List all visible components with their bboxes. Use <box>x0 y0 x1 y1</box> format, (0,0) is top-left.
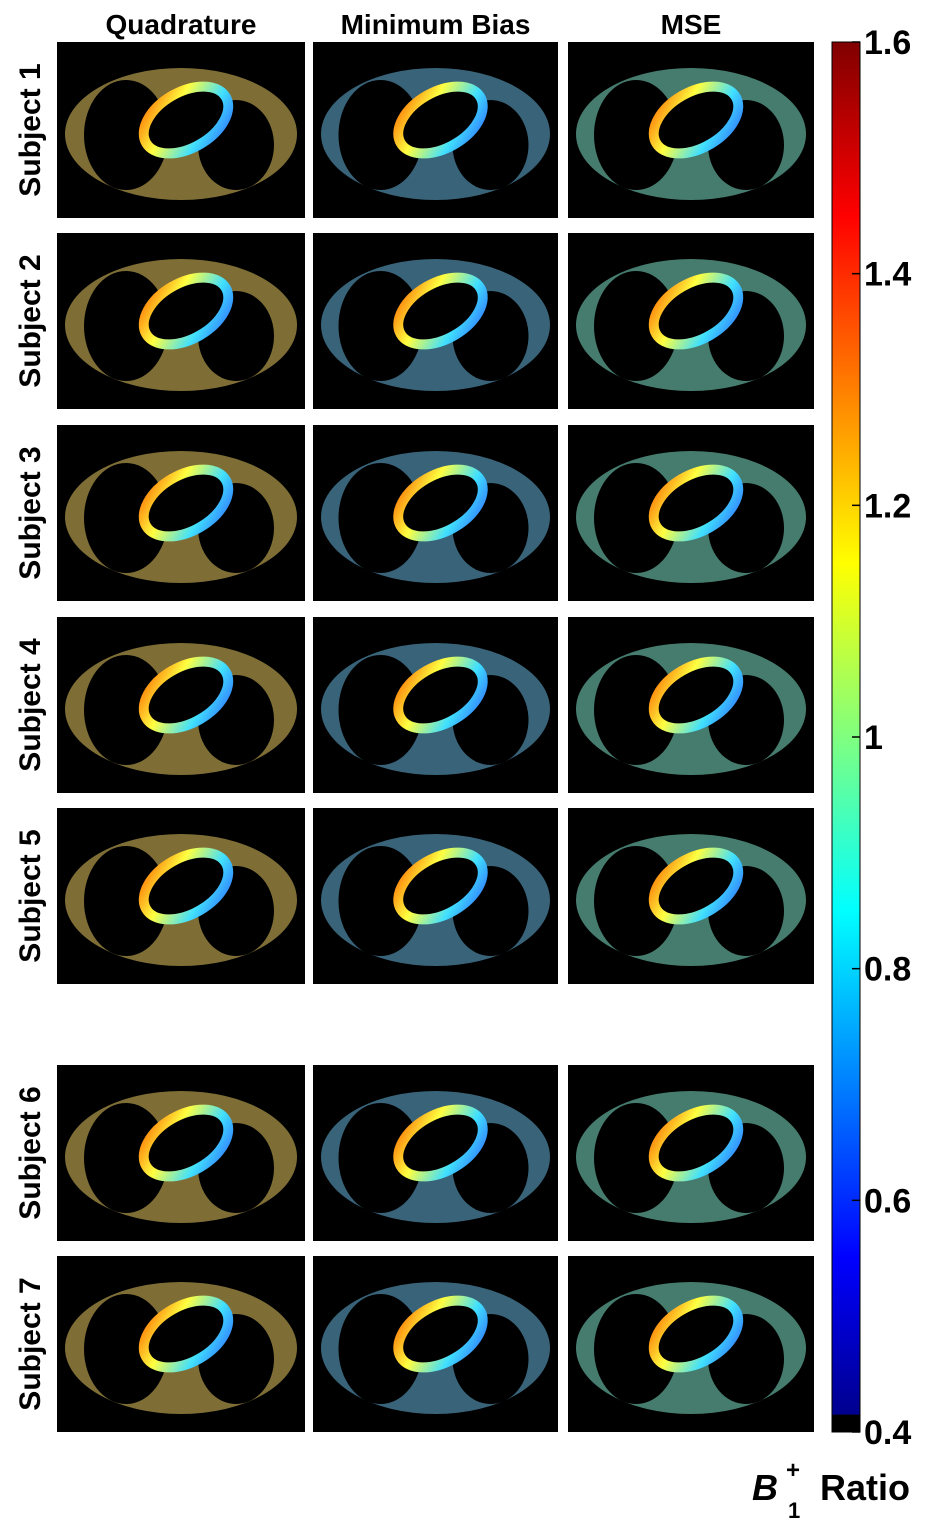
lung <box>84 846 168 956</box>
heart <box>648 656 744 734</box>
mri-image <box>57 617 305 793</box>
lung <box>84 271 168 381</box>
lung <box>594 80 678 190</box>
colorbar-tick-label: 1.2 <box>864 487 911 525</box>
mri-image <box>568 808 814 984</box>
lung <box>338 846 423 956</box>
colorbar-tick-label: 1 <box>864 719 883 757</box>
lung <box>338 1294 423 1404</box>
colorbar-tick-label: 0.8 <box>864 951 911 989</box>
lung <box>594 1103 678 1213</box>
colorbar-tick-label: 0.6 <box>864 1182 911 1220</box>
heart <box>393 272 488 350</box>
lung <box>594 846 678 956</box>
row-label: Subject 2 <box>14 254 47 387</box>
lung <box>338 463 423 573</box>
heart <box>138 464 234 542</box>
colorbar-tick-label: 1.6 <box>864 24 911 62</box>
mri-image <box>568 1065 814 1241</box>
lung <box>338 80 423 190</box>
heart <box>648 1295 744 1373</box>
mri-image <box>568 1256 814 1432</box>
row-label: Subject 4 <box>14 638 47 772</box>
lung <box>594 1294 678 1404</box>
mri-image <box>313 1256 558 1432</box>
mri-image <box>57 425 305 601</box>
mri-image <box>313 617 558 793</box>
column-header: Minimum Bias <box>341 9 531 40</box>
heart <box>393 847 488 925</box>
colorbar-tick-label: 0.4 <box>864 1414 911 1452</box>
mri-image <box>57 1065 305 1241</box>
mri-image <box>313 1065 558 1241</box>
mri-image <box>313 808 558 984</box>
heart <box>393 1104 488 1182</box>
mri-image <box>568 233 814 409</box>
lung <box>594 655 678 765</box>
mri-image <box>313 233 558 409</box>
heart <box>393 656 488 734</box>
colorbar-label: Ratio <box>820 1467 910 1508</box>
heart <box>648 847 744 925</box>
mri-image <box>57 808 305 984</box>
column-header: MSE <box>661 9 722 40</box>
row-label: Subject 5 <box>14 829 47 962</box>
colorbar-subscript: 1 <box>788 1498 800 1521</box>
mri-image <box>568 42 814 218</box>
heart <box>138 847 234 925</box>
heart <box>138 1104 234 1182</box>
mri-image <box>313 425 558 601</box>
heart <box>393 464 488 542</box>
colorbar-symbol: B <box>752 1467 778 1508</box>
row-label: Subject 6 <box>14 1086 47 1219</box>
heart <box>138 656 234 734</box>
mri-image <box>313 42 558 218</box>
mri-image <box>568 425 814 601</box>
lung <box>594 271 678 381</box>
heart <box>393 1295 488 1373</box>
colorbar-tick-label: 1.4 <box>864 256 911 294</box>
lung <box>84 1103 168 1213</box>
row-label: Subject 7 <box>14 1277 47 1410</box>
row-label: Subject 3 <box>14 446 47 579</box>
lung <box>84 1294 168 1404</box>
lung <box>84 655 168 765</box>
row-label: Subject 1 <box>14 63 47 196</box>
mri-image <box>568 617 814 793</box>
lung <box>338 271 423 381</box>
heart <box>393 81 488 159</box>
heart <box>648 1104 744 1182</box>
lung <box>338 655 423 765</box>
heart <box>138 1295 234 1373</box>
lung <box>84 463 168 573</box>
mri-image <box>57 233 305 409</box>
mri-image <box>57 1256 305 1432</box>
column-header: Quadrature <box>106 9 257 40</box>
heart <box>138 272 234 350</box>
lung <box>84 80 168 190</box>
heart <box>648 272 744 350</box>
lung <box>594 463 678 573</box>
lung <box>338 1103 423 1213</box>
heart <box>648 81 744 159</box>
heart <box>138 81 234 159</box>
mri-image <box>57 42 305 218</box>
heart <box>648 464 744 542</box>
colorbar-superscript: + <box>786 1457 800 1484</box>
